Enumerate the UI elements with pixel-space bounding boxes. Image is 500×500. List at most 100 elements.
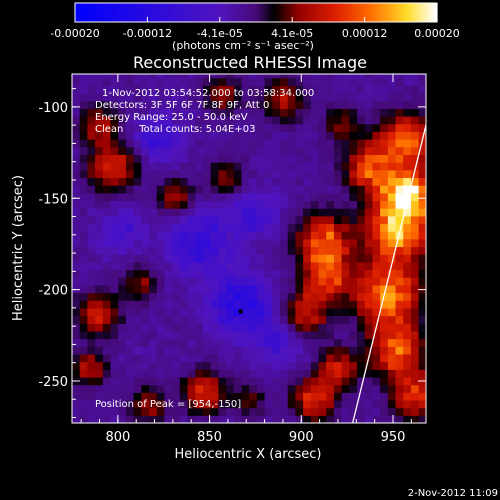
- heatmap-cell: [341, 392, 350, 401]
- heatmap-cell: [118, 208, 127, 217]
- heatmap-cell: [279, 185, 289, 194]
- heatmap-cell: [326, 208, 335, 217]
- heatmap-cell: [118, 369, 127, 378]
- heatmap-cell: [187, 131, 196, 140]
- heatmap-cell: [249, 108, 258, 117]
- heatmap-cell: [226, 261, 235, 271]
- heatmap-cell: [241, 323, 250, 332]
- heatmap-cell: [364, 215, 374, 225]
- heatmap-cell: [149, 208, 158, 217]
- heatmap-cell: [87, 330, 96, 340]
- heatmap-cell: [380, 192, 389, 202]
- heatmap-cell: [349, 292, 358, 301]
- heatmap-cell: [195, 376, 204, 386]
- heatmap-cell: [233, 323, 243, 332]
- heatmap-cell: [118, 346, 127, 355]
- heatmap-cell: [79, 353, 89, 363]
- heatmap-cell: [156, 338, 166, 347]
- heatmap-cell: [318, 93, 327, 102]
- colorbar-segment: [123, 3, 127, 22]
- heatmap-cell: [149, 238, 158, 248]
- heatmap-cell: [141, 154, 150, 163]
- heatmap-cell: [387, 330, 397, 340]
- heatmap-cell: [195, 300, 204, 309]
- heatmap-cell: [357, 376, 366, 386]
- heatmap-cell: [141, 246, 150, 255]
- colorbar-segment: [391, 3, 396, 22]
- x-tick-label: 850: [197, 430, 222, 445]
- heatmap-cell: [110, 361, 119, 370]
- heatmap-cell: [279, 146, 289, 155]
- heatmap-cell: [249, 292, 258, 301]
- heatmap-cell: [187, 185, 196, 194]
- heatmap-cell: [187, 231, 196, 240]
- heatmap-cell: [326, 131, 335, 140]
- heatmap-cell: [364, 77, 374, 86]
- heatmap-cell: [149, 300, 158, 309]
- heatmap-cell: [326, 238, 335, 248]
- heatmap-cell: [218, 261, 227, 271]
- heatmap-cell: [95, 93, 104, 102]
- heatmap-cell: [72, 108, 81, 117]
- heatmap-cell: [79, 139, 89, 148]
- heatmap-cell: [426, 177, 434, 185]
- heatmap-cell: [87, 177, 96, 186]
- heatmap-cell: [187, 361, 196, 370]
- heatmap-cell: [102, 200, 112, 209]
- heatmap-cell: [218, 185, 227, 194]
- heatmap-cell: [95, 169, 104, 179]
- heatmap-cell: [179, 254, 189, 263]
- heatmap-cell: [233, 376, 243, 386]
- heatmap-cell: [233, 208, 243, 217]
- heatmap-cell: [287, 346, 297, 355]
- heatmap-cell: [72, 384, 81, 393]
- heatmap-cell: [195, 407, 204, 416]
- heatmap-cell: [418, 330, 426, 340]
- heatmap-cell: [179, 169, 189, 179]
- heatmap-cell: [87, 231, 96, 240]
- heatmap-cell: [249, 154, 258, 163]
- plot-frame: [71, 73, 427, 424]
- heatmap-cell: [295, 315, 304, 324]
- heatmap-cell: [172, 116, 181, 125]
- heatmap-cell: [195, 139, 204, 148]
- heatmap-cell: [341, 269, 350, 278]
- heatmap-cell: [380, 177, 389, 186]
- heatmap-cell: [110, 93, 119, 102]
- heatmap-cell: [287, 139, 297, 148]
- heatmap-cell: [372, 361, 381, 370]
- heatmap-cell: [164, 407, 173, 416]
- heatmap-cell: [156, 277, 166, 286]
- heatmap-cell: [72, 146, 81, 155]
- heatmap-cell: [318, 200, 327, 209]
- heatmap-cell: [333, 369, 343, 378]
- colorbar-segment: [81, 3, 85, 22]
- heatmap-cell: [349, 384, 358, 393]
- heatmap-cell: [141, 415, 150, 423]
- heatmap-cell: [426, 162, 434, 170]
- heatmap-cell: [403, 384, 412, 393]
- heatmap-cell: [326, 93, 335, 102]
- heatmap-cell: [179, 376, 189, 386]
- heatmap-cell: [272, 269, 281, 278]
- heatmap-cell: [149, 369, 158, 378]
- heatmap-cell: [110, 238, 119, 248]
- heatmap-cell: [387, 384, 397, 393]
- heatmap-cell: [326, 415, 335, 423]
- heatmap-cell: [149, 154, 158, 163]
- heatmap-cell: [303, 100, 312, 109]
- colorbar-segment: [313, 3, 317, 22]
- heatmap-cell: [341, 93, 350, 102]
- heatmap-cell: [333, 269, 343, 278]
- heatmap-cell: [226, 154, 235, 163]
- heatmap-cell: [387, 292, 397, 301]
- heatmap-cell: [403, 376, 412, 386]
- heatmap-cell: [164, 323, 173, 332]
- heatmap-cell: [318, 154, 327, 163]
- heatmap-cell: [79, 169, 89, 179]
- heatmap-cell: [380, 123, 389, 132]
- heatmap-cell: [357, 108, 366, 117]
- heatmap-cell: [218, 146, 227, 155]
- heatmap-cell: [426, 362, 434, 370]
- heatmap-cell: [164, 154, 173, 163]
